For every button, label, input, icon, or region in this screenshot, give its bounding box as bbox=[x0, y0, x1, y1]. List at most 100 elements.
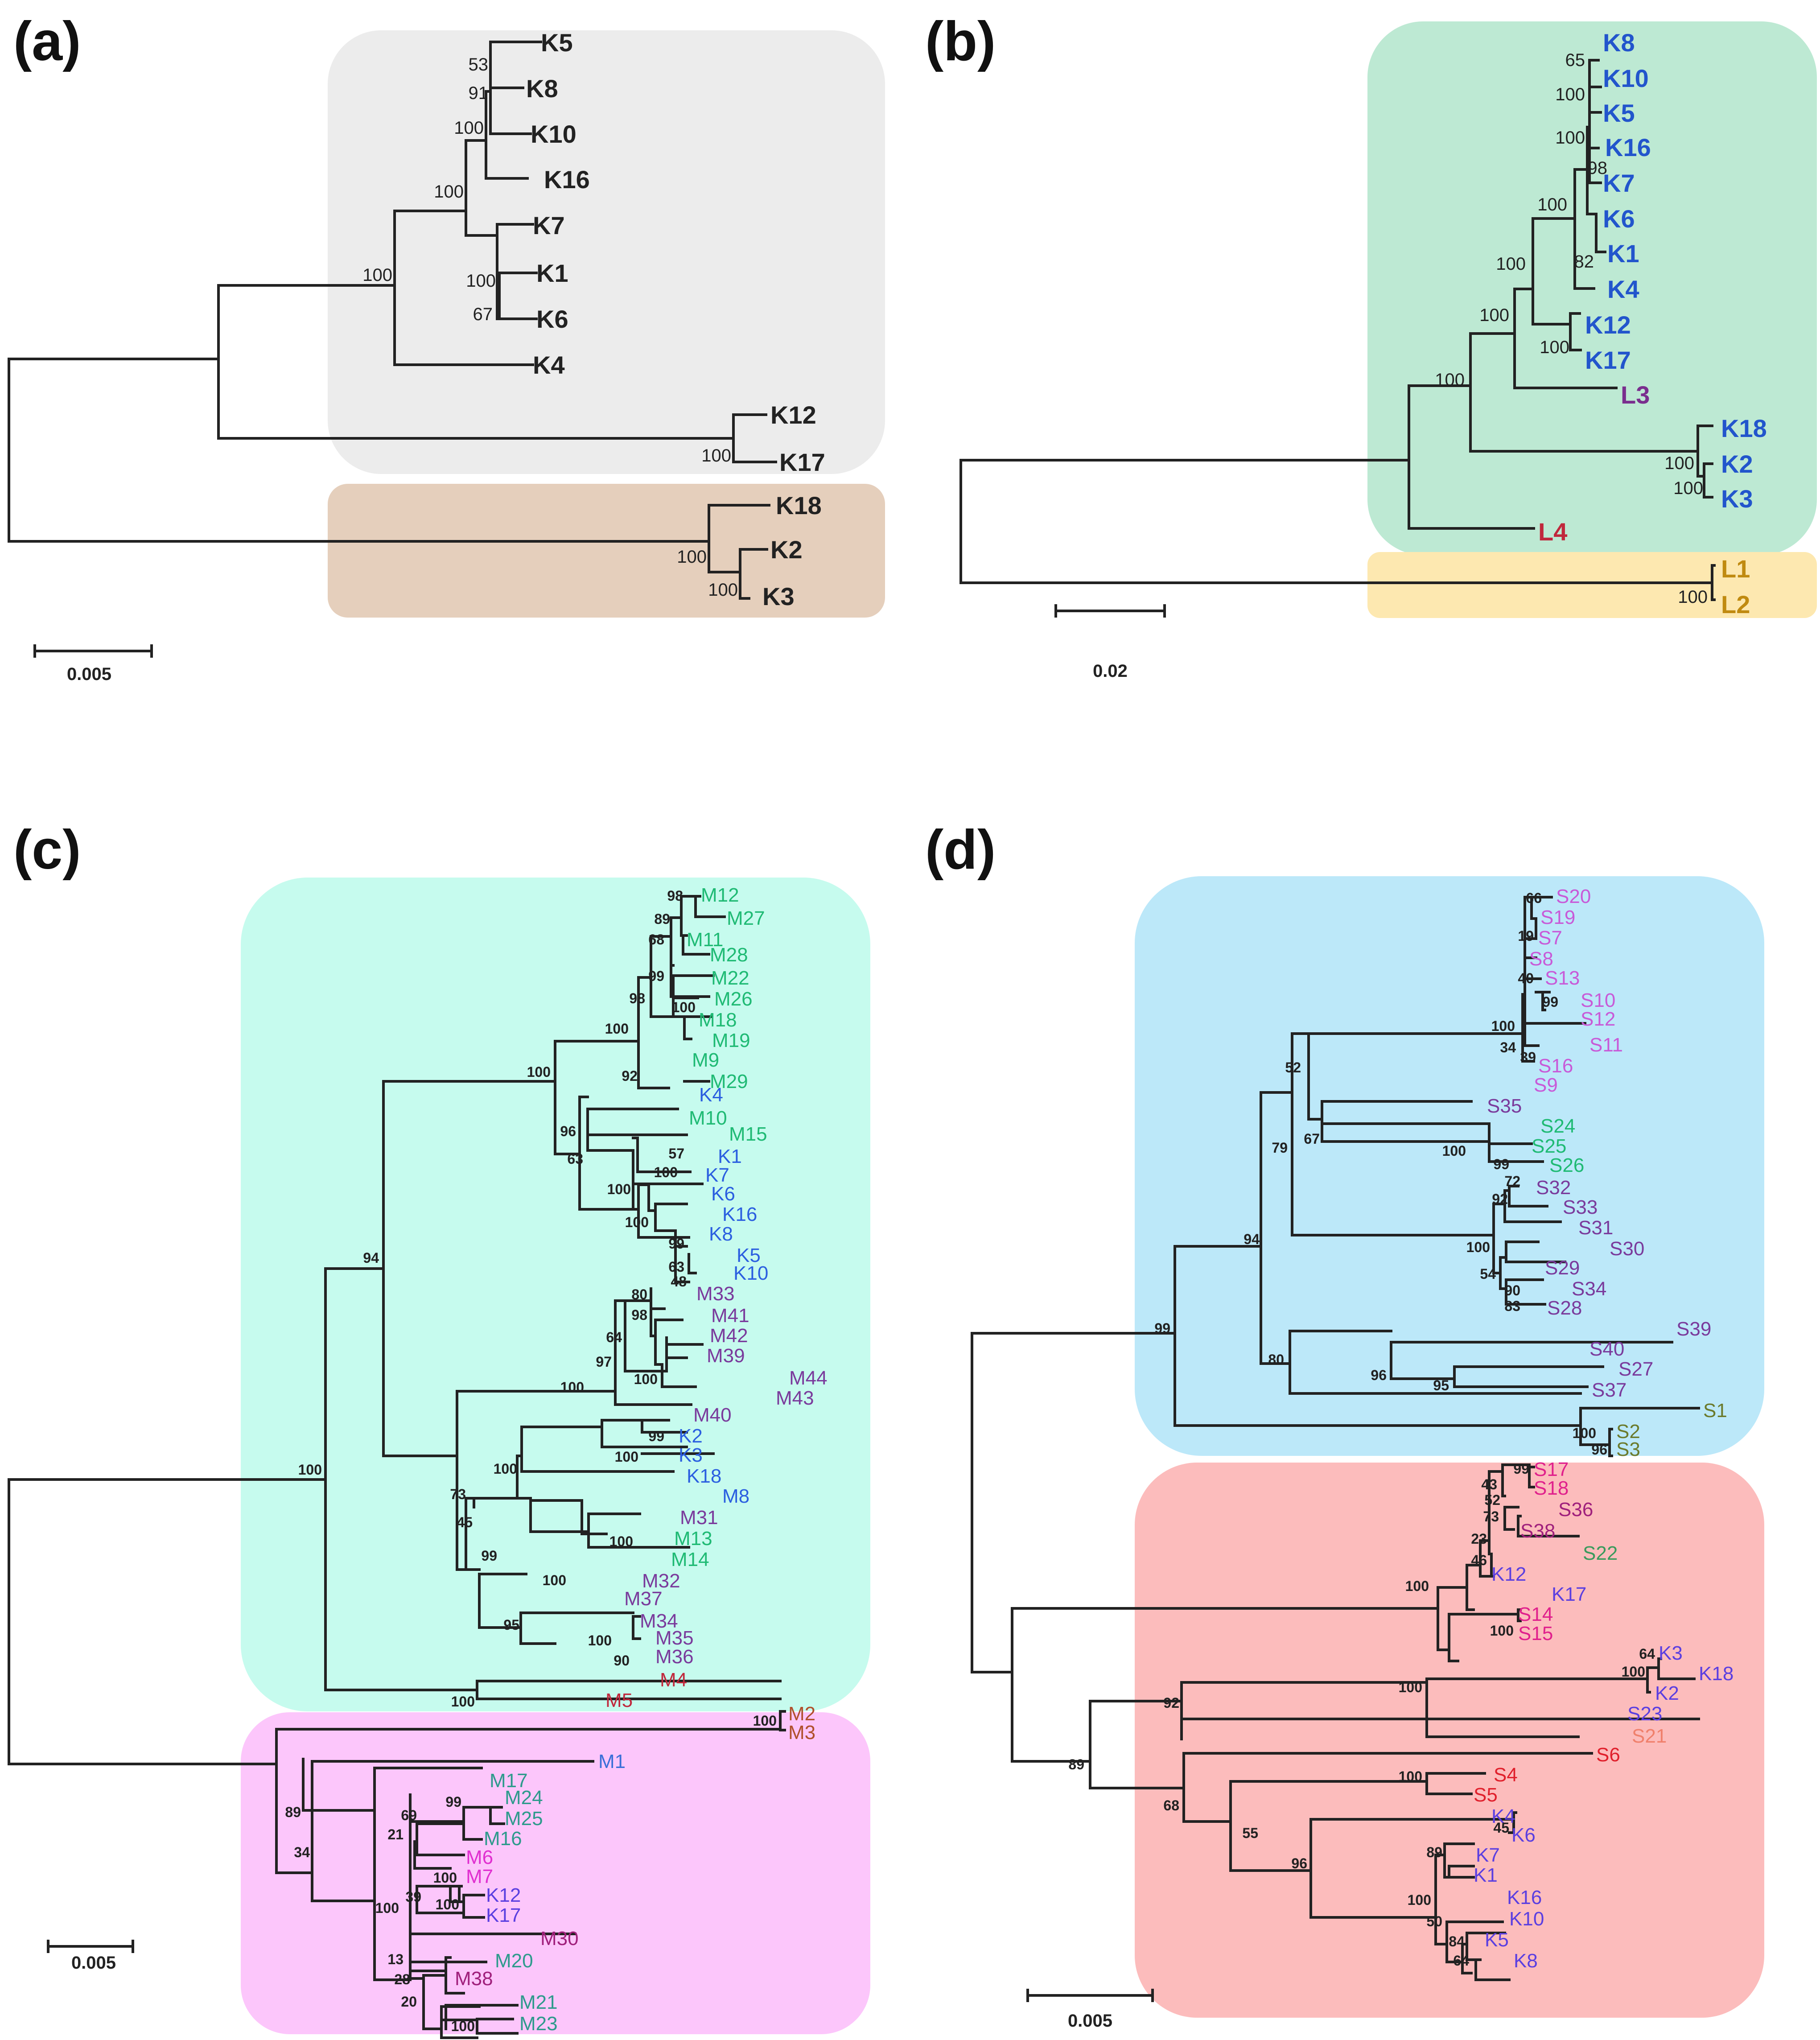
bootstrap-value: 67 bbox=[473, 305, 493, 324]
tip-label: S35 bbox=[1487, 1095, 1522, 1117]
tip-label: S12 bbox=[1581, 1008, 1615, 1030]
scale-bar-label-a: 0.005 bbox=[67, 664, 111, 684]
bootstrap-labels-c: 98 89 68 99 98 100 100 92 100 96 63 57 1… bbox=[285, 888, 777, 2034]
bootstrap-value: 20 bbox=[401, 1994, 417, 2010]
tip-label: M13 bbox=[674, 1528, 712, 1550]
panel-c: (c) M12 M27 M11 M28 M22 M26 M18 M19 M9 M… bbox=[8, 819, 870, 2039]
panel-letter-d: (d) bbox=[925, 819, 996, 881]
bootstrap-value: 53 bbox=[469, 55, 489, 74]
tip-label: S6 bbox=[1596, 1744, 1620, 1766]
bootstrap-value: 100 bbox=[1490, 1623, 1514, 1639]
tip-label: K18 bbox=[1721, 414, 1767, 442]
tip-label: M20 bbox=[495, 1950, 533, 1972]
tip-label: K10 bbox=[733, 1262, 768, 1284]
bootstrap-value: 100 bbox=[1491, 1018, 1515, 1034]
tip-label: S25 bbox=[1532, 1135, 1566, 1157]
bootstrap-value: 96 bbox=[560, 1123, 576, 1139]
bootstrap-value: 66 bbox=[1526, 890, 1542, 906]
bootstrap-value: 100 bbox=[1466, 1239, 1490, 1255]
tip-label: M39 bbox=[707, 1345, 745, 1367]
bootstrap-value: 82 bbox=[1574, 252, 1594, 272]
tip-label: S31 bbox=[1578, 1217, 1613, 1239]
tip-label: S2 bbox=[1616, 1421, 1640, 1442]
tip-label: K5 bbox=[1603, 99, 1635, 127]
tip-label: K1 bbox=[1474, 1864, 1498, 1886]
bootstrap-value: 99 bbox=[1542, 994, 1558, 1010]
bootstrap-value: 96 bbox=[1591, 1442, 1607, 1458]
bootstrap-value: 34 bbox=[1500, 1039, 1516, 1055]
tip-label: K6 bbox=[1511, 1824, 1536, 1846]
bootstrap-value: 99 bbox=[481, 1548, 497, 1564]
bootstrap-value: 100 bbox=[1555, 85, 1585, 104]
scale-bar-line-a bbox=[33, 644, 153, 658]
bootstrap-value: 69 bbox=[401, 1807, 417, 1823]
bootstrap-value: 92 bbox=[1163, 1695, 1179, 1711]
tip-label: S23 bbox=[1627, 1703, 1662, 1725]
tip-label: K18 bbox=[687, 1465, 721, 1487]
bootstrap-value: 63 bbox=[668, 1259, 684, 1275]
tip-label: K3 bbox=[762, 582, 795, 610]
tip-label: K5 bbox=[737, 1245, 761, 1266]
tip-label: S38 bbox=[1520, 1520, 1555, 1542]
bootstrap-value: 46 bbox=[1471, 1552, 1487, 1568]
bootstrap-value: 100 bbox=[615, 1449, 638, 1465]
bootstrap-value: 100 bbox=[1540, 338, 1569, 357]
panel-letter-a: (a) bbox=[13, 11, 81, 72]
bootstrap-value: 68 bbox=[648, 931, 664, 948]
tip-label: S15 bbox=[1518, 1623, 1553, 1644]
panel-letter-b: (b) bbox=[925, 11, 996, 72]
tip-label: K4 bbox=[699, 1084, 723, 1106]
tip-label: M10 bbox=[689, 1107, 727, 1129]
bootstrap-value: 90 bbox=[1504, 1282, 1520, 1298]
scale-bar-c: 0.005 bbox=[47, 1940, 134, 1973]
tip-label: M6 bbox=[466, 1846, 493, 1868]
tip-label: M31 bbox=[680, 1507, 718, 1529]
bootstrap-value: 92 bbox=[1492, 1191, 1508, 1207]
tip-label: K12 bbox=[1585, 311, 1631, 339]
tip-label: K12 bbox=[770, 401, 816, 429]
tree-branches-a bbox=[8, 41, 777, 600]
tip-label: K6 bbox=[711, 1183, 735, 1205]
bootstrap-value: 21 bbox=[387, 1826, 404, 1842]
bootstrap-value: 100 bbox=[433, 1870, 457, 1886]
scale-bar-label-c: 0.005 bbox=[71, 1953, 116, 1973]
bootstrap-value: 97 bbox=[596, 1354, 612, 1370]
tip-label: K2 bbox=[1721, 450, 1753, 478]
tip-label: K3 bbox=[1721, 485, 1753, 513]
bootstrap-value: 89 bbox=[1426, 1844, 1442, 1860]
bootstrap-value: 52 bbox=[1484, 1492, 1500, 1508]
tip-label: K17 bbox=[1585, 346, 1631, 374]
tip-label: M18 bbox=[699, 1009, 737, 1031]
tip-label: K7 bbox=[1603, 169, 1635, 197]
tip-label: K4 bbox=[1607, 275, 1639, 303]
bootstrap-value: 73 bbox=[1483, 1508, 1499, 1525]
bootstrap-value: 100 bbox=[434, 182, 464, 202]
tip-label: S4 bbox=[1494, 1764, 1518, 1786]
bootstrap-value: 100 bbox=[1435, 370, 1465, 390]
tip-label: M4 bbox=[660, 1669, 687, 1691]
tip-label: K3 bbox=[1659, 1642, 1683, 1664]
bootstrap-value: 57 bbox=[668, 1146, 684, 1162]
tip-label: K12 bbox=[1491, 1563, 1526, 1585]
tip-label: K16 bbox=[1507, 1887, 1542, 1908]
tip-label: M1 bbox=[598, 1751, 626, 1772]
tip-label: S32 bbox=[1536, 1177, 1571, 1199]
tip-label: M35 bbox=[655, 1627, 694, 1649]
tip-label: K4 bbox=[533, 351, 565, 379]
bootstrap-value: 100 bbox=[1408, 1892, 1431, 1908]
bootstrap-value: 100 bbox=[1442, 1143, 1466, 1159]
bootstrap-value: 100 bbox=[494, 1461, 517, 1477]
tip-labels-d: S20 S19 S7 S8 S13 S10 S12 S11 S16 S9 S35… bbox=[1474, 886, 1734, 1972]
tip-label: S36 bbox=[1558, 1499, 1593, 1521]
tree-branches-b bbox=[959, 59, 1716, 601]
tip-label: L3 bbox=[1621, 381, 1650, 409]
bootstrap-value: 45 bbox=[1493, 1820, 1509, 1836]
tip-label: M30 bbox=[540, 1928, 579, 1949]
tip-label: M14 bbox=[671, 1549, 709, 1570]
tip-label: S1 bbox=[1703, 1400, 1727, 1422]
bootstrap-value: 100 bbox=[375, 1900, 399, 1916]
bootstrap-value: 100 bbox=[1496, 254, 1526, 274]
tip-label: K1 bbox=[536, 259, 568, 287]
scale-bar-line-c bbox=[47, 1940, 134, 1953]
tip-label: K1 bbox=[1607, 239, 1639, 268]
